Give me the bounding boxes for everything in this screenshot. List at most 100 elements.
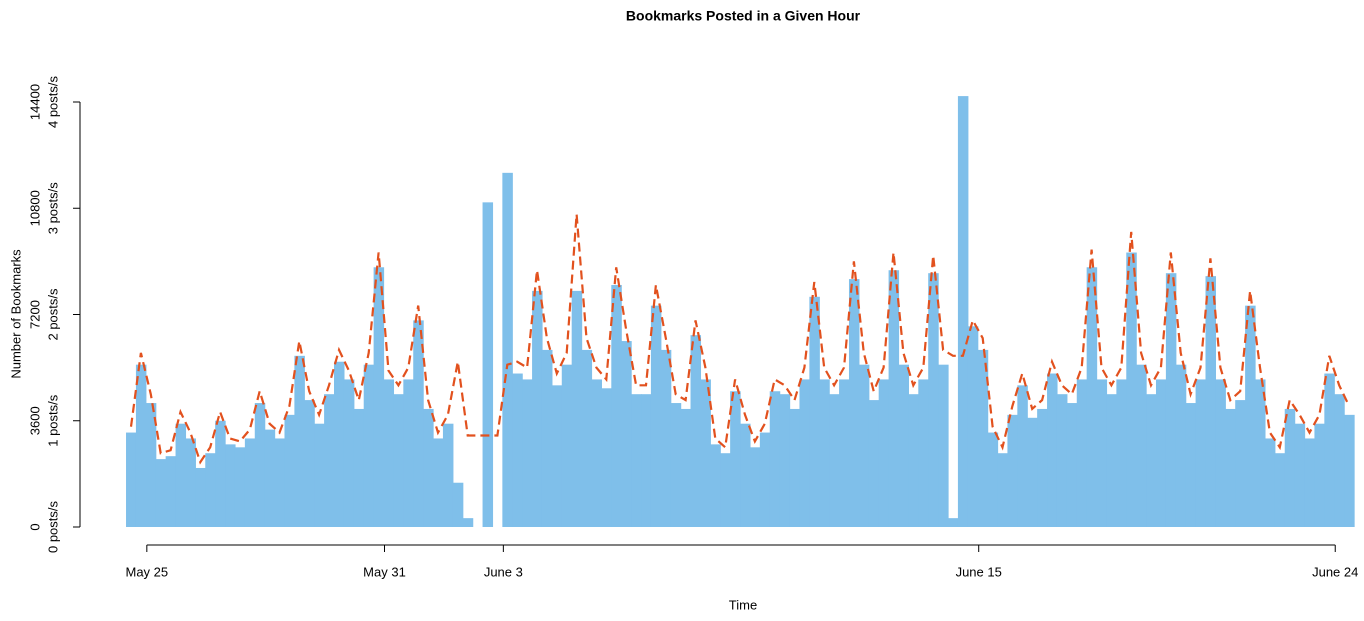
bar: [601, 388, 612, 527]
bar: [1056, 394, 1068, 527]
bar: [175, 423, 187, 527]
bar: [710, 444, 721, 527]
bar: [1334, 394, 1345, 527]
bar: [1324, 373, 1335, 527]
bar: [1136, 364, 1147, 527]
x-tick-label: June 24: [1312, 564, 1358, 579]
bar: [234, 447, 246, 527]
bar: [967, 326, 979, 527]
bar: [858, 364, 870, 527]
bar: [274, 438, 286, 527]
bar: [135, 364, 147, 527]
bar: [343, 379, 355, 527]
bar: [393, 394, 404, 527]
bar: [848, 279, 860, 527]
bar: [611, 284, 622, 527]
bar: [1017, 385, 1028, 527]
bar: [839, 379, 850, 527]
y-tick-label: 3600: [27, 406, 42, 435]
bar: [284, 414, 295, 527]
bar: [660, 349, 672, 527]
bar: [819, 379, 830, 527]
bar: [888, 270, 900, 527]
bar: [353, 408, 365, 527]
bar: [809, 296, 820, 527]
bar: [1294, 423, 1306, 527]
bar: [512, 373, 523, 527]
x-tick-label: June 3: [484, 564, 523, 579]
bar: [621, 341, 632, 527]
bar: [1205, 276, 1217, 527]
x-axis-label: Time: [729, 597, 757, 612]
y2-tick-label: 2 posts/s: [45, 288, 60, 341]
bar: [363, 364, 375, 527]
bar: [551, 385, 563, 527]
bar: [1037, 408, 1048, 527]
bar: [878, 379, 890, 527]
bar: [1126, 252, 1137, 528]
y2-tick-label: 4 posts/s: [45, 75, 60, 128]
bar: [868, 400, 880, 527]
bar: [126, 432, 137, 527]
bar: [1344, 414, 1355, 527]
bar: [423, 408, 434, 527]
bar: [1106, 394, 1117, 527]
bar: [1264, 438, 1276, 527]
bar: [680, 408, 692, 527]
x-tick-label: May 31: [363, 564, 406, 579]
bar: [541, 349, 553, 527]
bar: [918, 379, 929, 527]
bar: [1245, 305, 1256, 527]
bar: [631, 394, 642, 527]
bar: [1146, 394, 1157, 527]
bar: [700, 379, 711, 527]
bar: [1076, 379, 1088, 527]
bar: [1225, 408, 1236, 527]
bar: [571, 290, 583, 527]
bar: [294, 355, 305, 527]
bar: [1096, 379, 1108, 527]
bar: [314, 423, 325, 527]
y2-tick-label: 3 posts/s: [45, 182, 60, 235]
bar: [195, 467, 206, 527]
y-tick-label: 0: [27, 523, 42, 530]
bar: [1027, 417, 1038, 527]
chart-title: Bookmarks Posted in a Given Hour: [626, 8, 861, 24]
bar: [740, 423, 751, 527]
bar: [462, 518, 474, 527]
bar: [373, 267, 385, 527]
bar: [145, 403, 157, 527]
bar: [928, 273, 939, 527]
bar: [532, 290, 543, 527]
bar: [165, 456, 177, 527]
bar: [1314, 423, 1325, 527]
bar: [324, 394, 335, 527]
bar: [442, 423, 454, 527]
bar: [957, 96, 969, 527]
x-tick-label: May 25: [126, 564, 169, 579]
bar: [1066, 403, 1078, 527]
bar: [215, 420, 226, 527]
bar: [1047, 373, 1058, 527]
bar: [254, 403, 266, 527]
bar: [641, 394, 652, 527]
bar: [977, 349, 989, 527]
bar: [334, 361, 345, 527]
bar: [1086, 267, 1098, 527]
bar: [522, 379, 533, 527]
bar: [997, 453, 1009, 527]
y-tick-label: 7200: [27, 300, 42, 329]
bar: [1215, 379, 1226, 527]
bar: [383, 379, 395, 527]
bar: [1274, 453, 1286, 527]
bar: [829, 394, 840, 527]
bar: [205, 453, 216, 527]
bar: [225, 444, 236, 527]
bar: [433, 438, 444, 527]
bar: [898, 364, 909, 527]
bar: [948, 518, 959, 527]
bar: [1155, 379, 1167, 527]
bar: [304, 400, 315, 527]
bar: [452, 482, 464, 527]
